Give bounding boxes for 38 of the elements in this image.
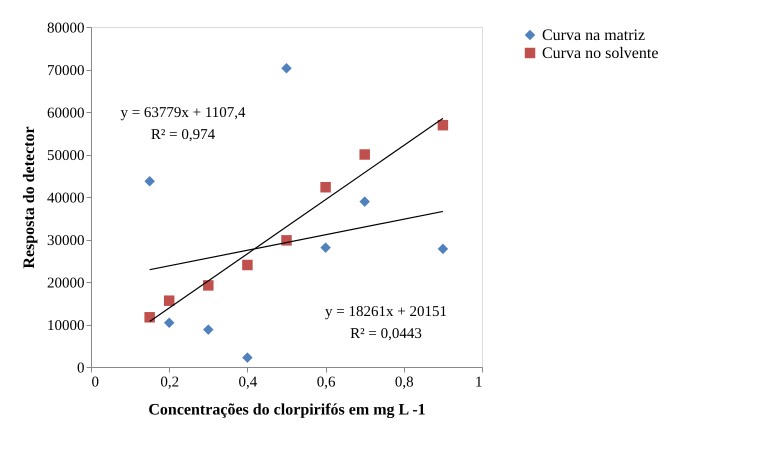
point — [164, 295, 174, 306]
point — [144, 312, 155, 323]
point — [281, 62, 292, 74]
point — [242, 260, 253, 270]
annotation: R² = 0,974 — [150, 127, 216, 143]
point — [144, 176, 155, 187]
point — [320, 242, 331, 253]
legend-label: Curva no solvente — [542, 45, 658, 62]
point — [438, 244, 448, 254]
x-tick-label: 1 — [475, 374, 482, 390]
y-tick-label: 30000 — [47, 233, 84, 249]
x-tick-label: 0,2 — [160, 374, 180, 390]
x-tick-label: 0,6 — [316, 374, 336, 390]
y-axis-title: Resposta do detector — [21, 126, 38, 269]
annotation: R² = 0,0443 — [350, 326, 422, 342]
annotation: y = 63779x + 1107,4 — [120, 105, 246, 121]
point — [359, 149, 370, 160]
y-tick-label: 0 — [77, 360, 84, 376]
point — [203, 324, 214, 335]
x-tick-label: 0,8 — [394, 374, 414, 390]
legend-label: Curva na matriz — [542, 27, 646, 44]
point — [438, 120, 448, 130]
y-tick-label: 80000 — [47, 20, 84, 36]
point — [242, 352, 253, 363]
y-tick-label: 70000 — [47, 63, 84, 79]
point — [320, 182, 331, 192]
x-tick-label: 0 — [92, 374, 99, 390]
point — [203, 280, 214, 291]
y-tick-label: 40000 — [47, 190, 84, 206]
y-tick-label: 60000 — [47, 106, 84, 122]
y-tick-label: 50000 — [47, 148, 84, 164]
point — [359, 196, 370, 207]
x-axis-title: Concentrações do clorpirifós em mg L -1 — [148, 402, 426, 418]
x-tick-label: 0,4 — [238, 374, 258, 390]
y-tick-label: 10000 — [47, 318, 84, 334]
y-tick-label: 20000 — [47, 276, 84, 292]
annotation: y = 18261x + 20151 — [325, 304, 447, 320]
point — [164, 318, 174, 328]
